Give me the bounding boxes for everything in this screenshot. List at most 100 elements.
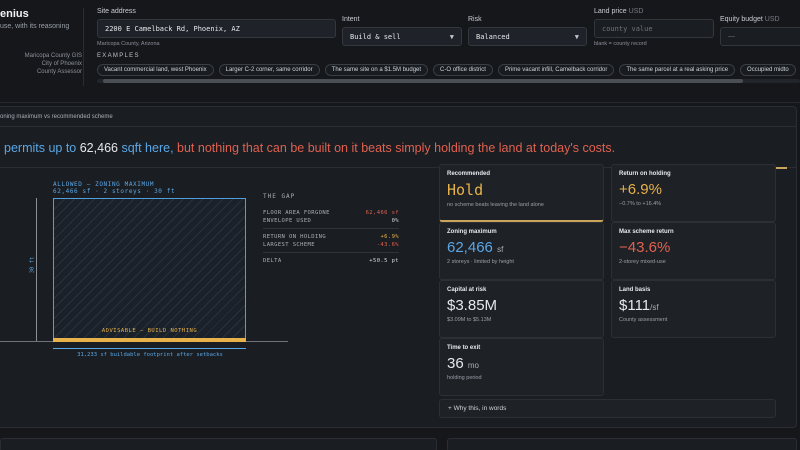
allowed-detail: 62,466 sf · 2 storeys · 30 ft (53, 188, 176, 195)
land-price-label-text: Land price (594, 8, 627, 15)
card-sub: holding period (447, 375, 482, 381)
brand-name: enius (0, 8, 29, 20)
card-land-basis: Land basis $111/sf County assessment (611, 280, 776, 338)
height-label: 30 ft (29, 256, 36, 274)
land-price-label: Land price USD (594, 8, 643, 15)
gap-row: RETURN ON HOLDING +6.9% (263, 233, 399, 241)
land-price-unit: USD (628, 8, 644, 15)
card-value: Hold (447, 181, 484, 199)
card-value: 62,466 sf (447, 239, 596, 256)
gap-row: FLOOR AREA FORGONE 62,466 sf (263, 209, 399, 217)
headline-pre: permits up to (4, 141, 80, 155)
card-label: Recommended (447, 171, 491, 177)
gap-row-label: DELTA (263, 258, 282, 264)
gap-row-label: RETURN ON HOLDING (263, 234, 327, 240)
card-value-num: 36 (447, 355, 464, 372)
example-chip[interactable]: C-O office district (433, 64, 493, 76)
card-label: Return on holding (619, 171, 671, 177)
source-item: City of Phoenix (41, 61, 82, 67)
gap-title: THE GAP (263, 193, 296, 200)
bottom-panel-left (0, 438, 437, 450)
gap-row-value: +6.9% (380, 234, 399, 240)
risk-value: Balanced (476, 32, 510, 41)
source-item: County Assessor (36, 69, 82, 75)
card-label: Capital at risk (447, 287, 487, 293)
equity-budget-label: Equity budget USD (720, 16, 780, 23)
scrollbar-thumb[interactable] (103, 79, 743, 83)
card-max-scheme: Max scheme return −43.6% 2-storey mixed-… (611, 222, 776, 280)
gap-row: DELTA +50.5 pt (263, 257, 399, 265)
brand: enius use, with its reasoning (0, 8, 69, 30)
chevron-down-icon: ▼ (449, 33, 454, 41)
card-value-unit: /sf (650, 303, 659, 312)
card-label: Max scheme return (619, 229, 674, 235)
card-value: $111/sf (619, 297, 768, 314)
land-price-input[interactable]: county value (594, 19, 714, 38)
gap-row-label: ENVELOPE USED (263, 218, 312, 224)
intent-label: Intent (342, 16, 360, 23)
card-sub: 2 storeys · limited by height (447, 259, 514, 265)
card-value: −43.6% (619, 239, 671, 256)
card-value-unit: sf (497, 245, 504, 254)
footprint-dimension (53, 348, 246, 349)
gap-row-label: LARGEST SCHEME (263, 242, 315, 248)
divider (263, 228, 399, 229)
card-time-exit: Time to exit 36 mo holding period (439, 338, 604, 396)
brand-tagline: use, with its reasoning (0, 23, 70, 30)
footprint-label: 31,233 sf buildable footprint after setb… (77, 352, 223, 358)
card-value: 36 mo (447, 355, 596, 372)
example-chip[interactable]: Vacant commercial land, west Phoenix (97, 64, 214, 76)
card-zoning-max: Zoning maximum 62,466 sf 2 storeys · lim… (439, 222, 604, 280)
zoning-envelope (53, 198, 246, 341)
card-capital: Capital at risk $3.85M $3.09M to $5.13M (439, 280, 604, 338)
equity-budget-label-text: Equity budget (720, 16, 763, 23)
equity-budget-unit: USD (764, 16, 780, 23)
gap-row: ENVELOPE USED 0% (263, 217, 399, 225)
card-value-unit: mo (467, 361, 479, 370)
gap-row-label: FLOOR AREA FORGONE (263, 210, 330, 216)
example-chips: Vacant commercial land, west Phoenix Lar… (97, 64, 796, 76)
card-label: Time to exit (447, 345, 481, 351)
top-bar: enius use, with its reasoning Maricopa C… (0, 0, 800, 103)
card-label: Zoning maximum (447, 229, 497, 235)
advisable-bar (53, 338, 246, 342)
why-expander[interactable]: + Why this, in words (439, 399, 776, 418)
headline-num: 62,466 (79, 141, 118, 155)
card-value-num: $111 (619, 297, 651, 314)
gap-row-value: +50.5 pt (369, 258, 399, 264)
example-chip[interactable]: The same site on a $1.5M budget (324, 64, 429, 76)
land-price-sub: blank = county record (594, 41, 647, 47)
site-address-sub: Maricopa County, Arizona (97, 41, 160, 47)
chips-scrollbar[interactable] (97, 79, 800, 83)
gap-summary: THE GAP FLOOR AREA FORGONE 62,466 sf ENV… (263, 193, 399, 265)
equity-budget-input[interactable]: — (720, 27, 800, 46)
allowed-label: ALLOWED — ZONING MAXIMUM (53, 181, 155, 188)
headline: permits up to 62,466 sqft here, but noth… (4, 141, 615, 155)
example-chip[interactable]: The same parcel at a real asking price (619, 64, 736, 76)
panel-header: oning maximum vs recommended scheme (0, 107, 796, 127)
source-item: Maricopa County GIS (24, 53, 82, 59)
example-chip[interactable]: Occupied midto (740, 64, 796, 76)
divider (83, 8, 84, 86)
chevron-down-icon: ▼ (574, 33, 579, 41)
card-value: $3.85M (447, 297, 498, 314)
intent-select[interactable]: Build & sell ▼ (342, 27, 462, 46)
gap-row: LARGEST SCHEME -43.6% (263, 241, 399, 249)
card-recommended: Recommended Hold no scheme beats leaving… (439, 164, 604, 222)
card-sub: 2-storey mixed-use (619, 259, 666, 265)
risk-label: Risk (468, 16, 482, 23)
examples-label: EXAMPLES (97, 53, 140, 59)
headline-mid: sqft here, (117, 141, 178, 155)
card-sub: $3.09M to $5.13M (447, 317, 492, 323)
example-chip[interactable]: Prime vacant infill, Camelback corridor (497, 64, 615, 76)
site-address-label: Site address (97, 8, 136, 15)
risk-select[interactable]: Balanced ▼ (468, 27, 587, 46)
divider (263, 252, 399, 253)
card-sub: −0.7% to +16.4% (619, 201, 662, 207)
headline-neg: but nothing that can be built on it beat… (177, 141, 616, 155)
card-sub: County assessment (619, 317, 668, 323)
data-sources: Maricopa County GIS City of Phoenix Coun… (2, 52, 82, 76)
site-address-input[interactable]: 2200 E Camelback Rd, Phoenix, AZ (97, 19, 336, 38)
card-return-holding: Return on holding +6.9% −0.7% to +16.4% (611, 164, 776, 222)
example-chip[interactable]: Larger C-2 corner, same corridor (218, 64, 320, 76)
